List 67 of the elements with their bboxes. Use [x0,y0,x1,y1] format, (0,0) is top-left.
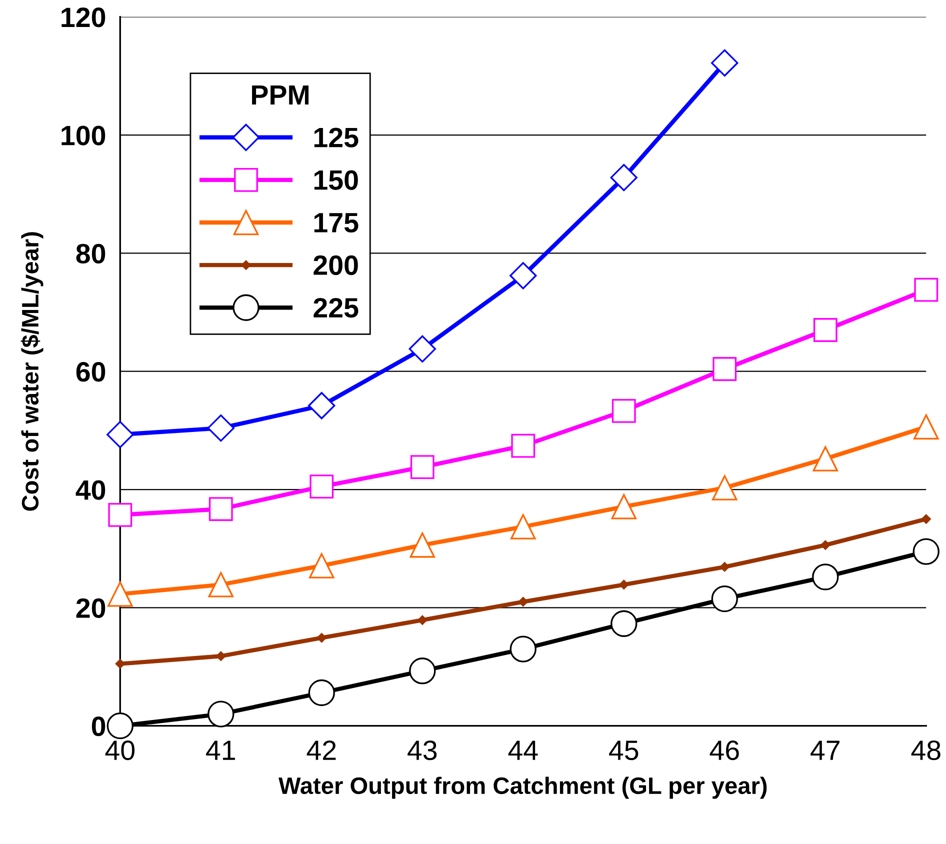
y-tick-label: 60 [76,362,106,382]
point [108,502,132,527]
y-axis-title: Cost of water ($/ML/year) [20,232,44,511]
point [408,335,436,363]
x-tick-label: 41 [206,740,235,760]
x-tick-label: 44 [508,740,538,760]
legend-label: 200 [314,255,358,276]
point [712,475,738,500]
point [720,562,730,572]
x-tick-label: 40 [105,740,135,760]
legend-title: PPM [252,85,309,105]
point [510,262,537,290]
point [611,494,637,520]
point [612,398,636,423]
point [518,597,528,607]
point [619,580,629,590]
point [711,585,738,612]
point [510,514,536,540]
point [308,679,335,706]
point [216,651,226,661]
point [511,434,536,458]
point [208,700,234,728]
point [418,615,428,625]
point [820,540,830,550]
y-tick-label: 40 [76,480,106,500]
point [115,659,125,669]
y-tick-label: 100 [62,126,106,146]
y-tick-label: 80 [76,244,106,264]
legend-label: 175 [314,213,358,233]
x-tick-label: 46 [710,740,739,760]
point [309,553,334,578]
x-tick-label: 45 [609,740,638,760]
point [207,414,234,442]
point [610,164,638,192]
point [813,318,838,342]
point [711,49,738,77]
point [208,497,233,521]
y-tick-label: 120 [62,8,106,28]
point [914,278,938,302]
x-tick-label: 47 [810,740,840,760]
legend-label: 150 [314,170,358,190]
point [712,357,737,381]
point [108,581,133,607]
point [510,636,536,662]
x-tick-label: 43 [408,740,437,760]
x-axis-title: Water Output from Catchment (GL per year) [278,776,767,799]
point [812,446,838,472]
point [106,712,134,740]
point [913,414,939,440]
point [308,392,336,420]
point [106,420,134,448]
point [316,633,326,643]
point [921,514,931,524]
point [410,455,434,480]
point [310,474,334,499]
y-tick-label: 20 [76,598,106,618]
legend-label: 125 [314,128,358,148]
point [610,610,638,637]
x-tick-label: 48 [911,740,940,760]
point [208,572,234,598]
legend-label: 225 [314,298,358,318]
point [409,658,436,684]
point [912,538,940,565]
point [812,564,839,590]
y-tick-label: 0 [92,716,106,736]
point [410,532,436,558]
x-tick-label: 42 [306,740,336,760]
